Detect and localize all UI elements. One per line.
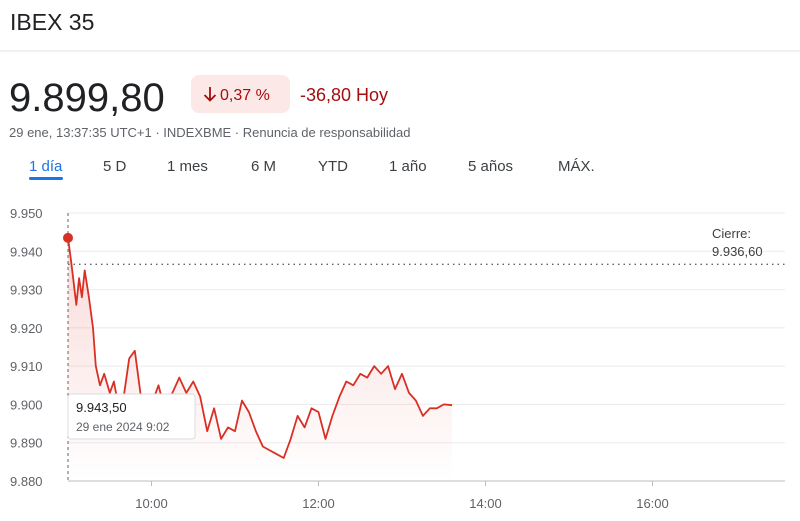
x-tick-label: 10:00: [135, 496, 168, 511]
x-tick-label: 12:00: [302, 496, 335, 511]
title: IBEX 35: [10, 9, 94, 35]
y-tick-label: 9.880: [10, 474, 43, 489]
down-arrow: [203, 87, 217, 102]
tab[interactable]: 5 D: [103, 158, 127, 175]
tab-underline: [29, 177, 63, 180]
y-tick-label: 9.900: [10, 397, 43, 412]
tooltip-box: [67, 393, 196, 440]
tab[interactable]: 1 año: [389, 158, 427, 175]
hover-dot: [63, 232, 73, 243]
tooltip-value: 9.943,50: [76, 400, 127, 415]
change-badge: [191, 75, 290, 113]
x-tick-label: 14:00: [469, 496, 502, 511]
y-tick-label: 9.950: [10, 206, 43, 221]
area: [68, 237, 453, 481]
tab[interactable]: 1 mes: [167, 158, 208, 175]
price-line: [67, 237, 453, 459]
tab[interactable]: MÁX.: [558, 158, 595, 175]
price: 9.899,80: [9, 76, 165, 120]
y-tick-label: 9.890: [10, 436, 43, 451]
y-tick-label: 9.930: [10, 283, 43, 298]
change-abs: -36,80 Hoy: [300, 85, 388, 105]
tab[interactable]: YTD: [318, 158, 348, 175]
tab[interactable]: 6 M: [251, 158, 276, 175]
close-label: Cierre:: [712, 226, 751, 241]
close-value: 9.936,60: [712, 244, 763, 259]
tabs: 1 día 5 D 1 mes 6 M YTD 1 año 5 años MÁX.: [29, 158, 595, 180]
change-pct: 0,37 %: [220, 87, 270, 104]
tooltip-date: 29 ene 2024 9:02: [76, 420, 170, 434]
tab[interactable]: 5 años: [468, 158, 513, 175]
y-tick-label: 9.940: [10, 244, 43, 259]
y-tick-label: 9.910: [10, 359, 43, 374]
y-tick-label: 9.920: [10, 321, 43, 336]
x-tick-label: 16:00: [636, 496, 669, 511]
chart: 9.880 9.890 9.900 9.910 9.920 9.930 9.940 9.950…: [10, 206, 785, 511]
tab[interactable]: 1 día: [29, 158, 63, 175]
subtitle: 29 ene, 13:37:35 UTC+1 · INDEXBME · Renu…: [9, 125, 410, 140]
